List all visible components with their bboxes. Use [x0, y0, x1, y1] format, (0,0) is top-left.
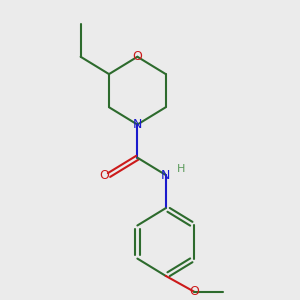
Text: N: N — [133, 118, 142, 131]
Text: O: O — [132, 50, 142, 63]
Text: O: O — [189, 285, 199, 298]
Text: H: H — [177, 164, 185, 174]
Text: N: N — [161, 169, 170, 182]
Text: O: O — [99, 169, 109, 182]
